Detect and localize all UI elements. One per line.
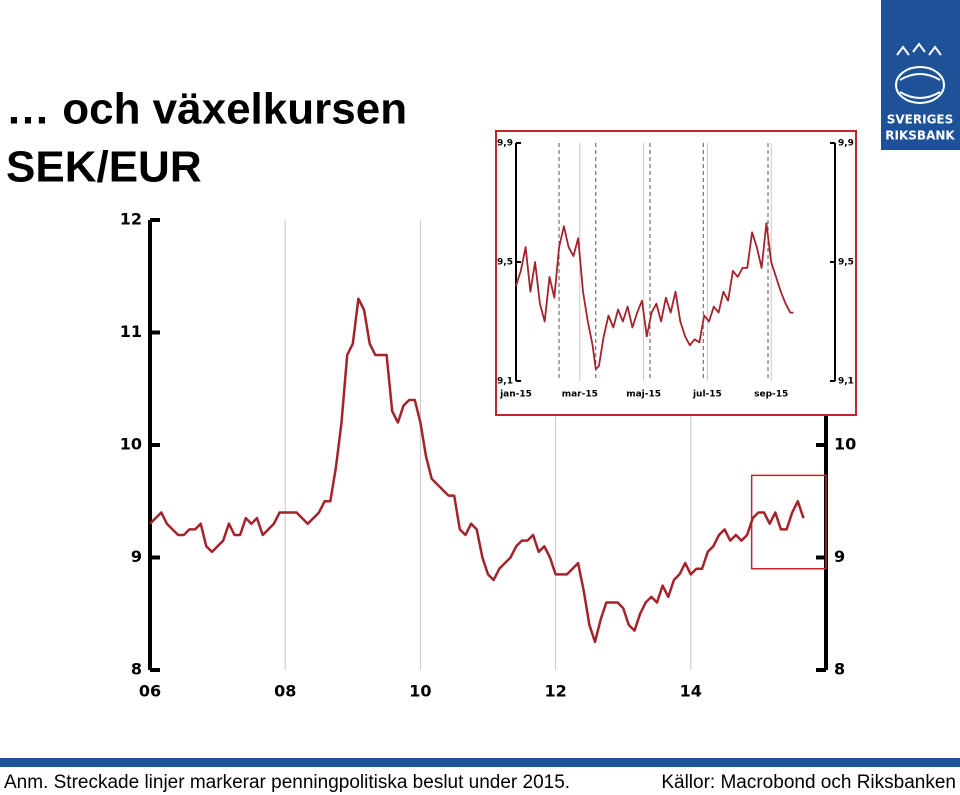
y-tick-label: 12 — [120, 210, 142, 229]
y-tick-label: 9,5 — [497, 258, 513, 268]
y-tick-label: 10 — [834, 435, 856, 454]
series-line — [515, 222, 794, 370]
y-tick-label: 9,9 — [838, 139, 854, 149]
x-tick-label: 06 — [139, 682, 161, 701]
x-tick-label: 10 — [409, 682, 431, 701]
y-tick-label: 8 — [131, 660, 142, 679]
logo-text: RIKSBANK — [885, 129, 955, 143]
y-tick-label: 9 — [834, 547, 845, 566]
x-tick-label: jul-15 — [692, 390, 722, 400]
title-line: SEK/EUR — [6, 143, 202, 192]
y-tick-label: 9,1 — [838, 377, 854, 387]
x-tick-label: 12 — [544, 682, 566, 701]
title-line: … och växelkursen — [6, 85, 407, 134]
source: Källor: Macrobond och Riksbanken — [661, 772, 956, 793]
inset-frame — [495, 130, 857, 416]
y-tick-label: 11 — [120, 322, 142, 341]
x-tick-label: jan-15 — [499, 390, 532, 400]
x-tick-label: 14 — [680, 682, 702, 701]
logo-emblem — [895, 42, 945, 104]
y-tick-label: 9,5 — [838, 258, 854, 268]
footer-bar — [0, 758, 960, 767]
y-tick-label: 9 — [131, 547, 142, 566]
y-tick-label: 9,1 — [497, 377, 513, 387]
x-tick-label: sep-15 — [754, 390, 788, 400]
logo-text: SVERIGES — [887, 113, 954, 127]
y-tick-label: 8 — [834, 660, 845, 679]
x-tick-label: 08 — [274, 682, 296, 701]
y-tick-label: 10 — [120, 435, 142, 454]
y-tick-label: 9,9 — [497, 139, 513, 149]
x-tick-label: mar-15 — [562, 390, 598, 400]
footnote: Anm. Streckade linjer markerar penningpo… — [4, 772, 570, 793]
x-tick-label: maj-15 — [626, 390, 661, 400]
series-line — [149, 297, 805, 644]
